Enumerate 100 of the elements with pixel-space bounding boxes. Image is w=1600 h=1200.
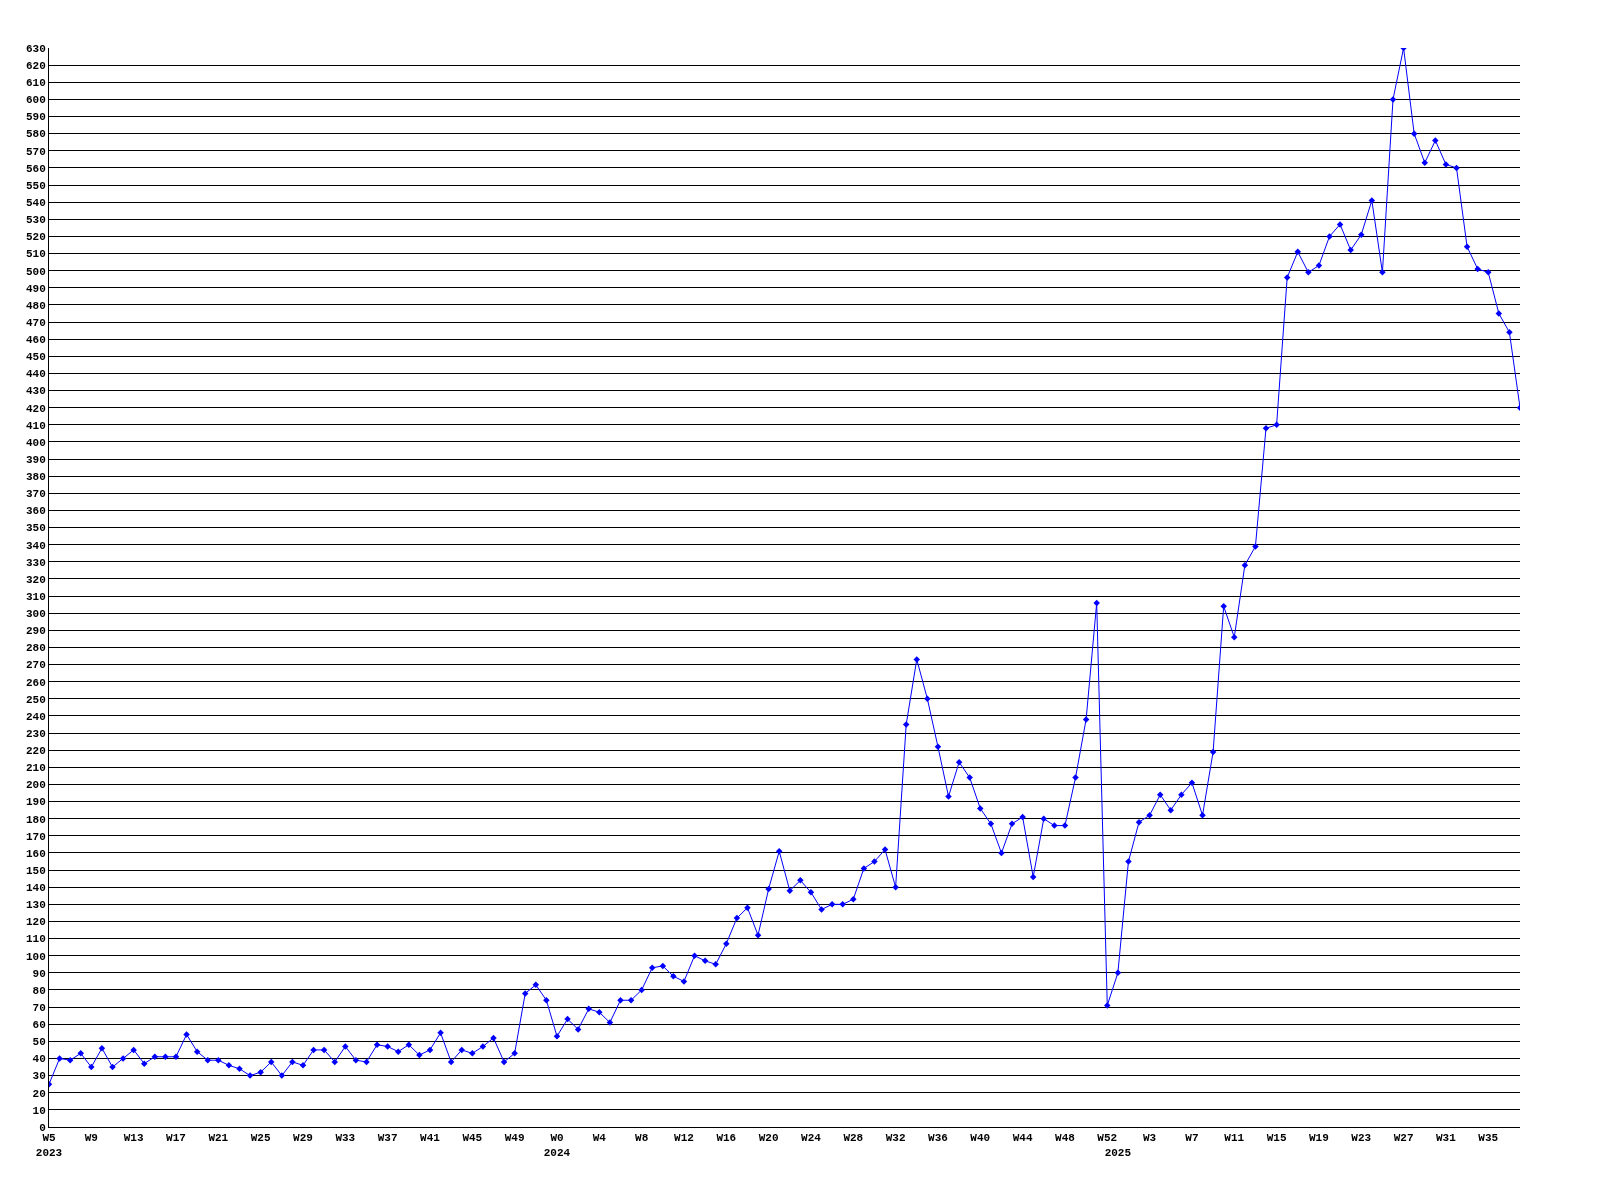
- y-tick-label: 300: [25, 608, 46, 621]
- x-tick-label: W3: [1143, 1132, 1157, 1145]
- y-tick-label: 170: [25, 830, 46, 843]
- y-tick-label: 350: [25, 522, 46, 535]
- x-tick-label: W36: [928, 1132, 948, 1145]
- y-tick-label: 540: [25, 196, 46, 209]
- y-tick-label: 180: [25, 813, 46, 826]
- x-tick-label: W32: [885, 1132, 906, 1145]
- y-tick-label: 90: [32, 967, 46, 980]
- y-tick-label: 480: [25, 299, 46, 312]
- y-tick-label: 110: [25, 933, 46, 946]
- x-tick-label: W23: [1351, 1132, 1372, 1145]
- y-tick-label: 280: [25, 642, 46, 655]
- x-tick-label: 2025: [1104, 1146, 1132, 1159]
- y-tick-label: 330: [25, 556, 46, 569]
- x-tick-label: W44: [1012, 1132, 1033, 1145]
- x-tick-label: W37: [377, 1132, 398, 1145]
- x-tick-label: W0 2024: [543, 1132, 571, 1159]
- y-tick-label: 500: [25, 265, 46, 278]
- y-tick-label: 340: [25, 539, 46, 552]
- y-tick-label: 210: [25, 762, 46, 775]
- x-tick-label: W49: [504, 1132, 525, 1145]
- x-tick-label: W31: [1436, 1132, 1457, 1145]
- x-tick-label: W24: [801, 1132, 822, 1145]
- x-tick-label: W21: [208, 1132, 229, 1145]
- y-tick-label: 390: [25, 453, 46, 466]
- x-tick-label: W28: [843, 1132, 864, 1145]
- y-tick-label: 120: [25, 916, 46, 929]
- y-tick-label: 130: [25, 899, 46, 912]
- y-tick-label: 270: [25, 659, 46, 672]
- x-tick-label: W7: [1185, 1132, 1199, 1145]
- x-tick-label: W35: [1478, 1132, 1499, 1145]
- y-tick-label: 140: [25, 882, 46, 895]
- y-tick-label: 370: [25, 488, 46, 501]
- y-tick-label: 550: [25, 179, 46, 192]
- y-tick-label: 70: [32, 1001, 46, 1014]
- y-tick-label: 0: [39, 1121, 46, 1134]
- x-tick-label: W19: [1309, 1132, 1329, 1145]
- x-tick-label: W52: [1097, 1132, 1118, 1145]
- y-tick-label: 10: [32, 1104, 46, 1117]
- y-tick-label: 450: [25, 351, 46, 364]
- x-tick-label: W41: [420, 1132, 441, 1145]
- y-tick-label: 520: [25, 231, 46, 244]
- y-tick-label: 360: [25, 505, 46, 518]
- y-tick-label: 320: [25, 573, 46, 586]
- y-tick-label: 260: [25, 676, 46, 689]
- y-tick-label: 200: [25, 779, 46, 792]
- x-tick-label: W48: [1055, 1132, 1076, 1145]
- y-tick-label: 440: [25, 368, 46, 381]
- x-tick-label: W20: [758, 1132, 779, 1145]
- x-tick-label: W12: [674, 1132, 694, 1145]
- y-tick-label: 100: [25, 950, 46, 963]
- x-tick-label: W25: [250, 1132, 271, 1145]
- y-tick-label: 600: [25, 94, 46, 107]
- x-tick-label: W13: [123, 1132, 144, 1145]
- y-tick-label: 560: [25, 162, 46, 175]
- y-tick-label: 230: [25, 727, 46, 740]
- y-tick-label: 410: [25, 419, 46, 432]
- y-tick-label: 80: [32, 984, 46, 997]
- y-tick-label: 310: [25, 590, 46, 603]
- x-tick-label: W8: [635, 1132, 649, 1145]
- x-tick-label: W16: [716, 1132, 737, 1145]
- y-tick-label: 150: [25, 864, 46, 877]
- y-tick-label: 430: [25, 385, 46, 398]
- y-tick-label: 470: [25, 316, 46, 329]
- x-tick-label: W15: [1266, 1132, 1287, 1145]
- y-tick-label: 630: [25, 42, 46, 55]
- x-tick-label: W27: [1393, 1132, 1414, 1145]
- y-tick-label: 190: [25, 796, 46, 809]
- y-tick-label: 610: [25, 77, 46, 90]
- x-tick-label: W40: [970, 1132, 991, 1145]
- x-tick-label: W33: [335, 1132, 356, 1145]
- y-tick-label: 620: [25, 59, 46, 72]
- y-tick-label: 20: [32, 1087, 46, 1100]
- y-tick-label: 60: [32, 1019, 46, 1032]
- x-tick-label: W11: [1224, 1132, 1245, 1145]
- x-tick-label: W5 2023: [35, 1132, 63, 1159]
- y-tick-label: 530: [25, 214, 46, 227]
- y-tick-label: 240: [25, 710, 46, 723]
- y-tick-label: 50: [32, 1036, 46, 1049]
- y-tick-label: 580: [25, 128, 46, 141]
- y-tick-label: 160: [25, 847, 46, 860]
- x-tick-label: W9: [84, 1132, 98, 1145]
- y-tick-label: 400: [25, 436, 46, 449]
- x-tick-label: W17: [166, 1132, 186, 1145]
- y-tick-label: 380: [25, 471, 46, 484]
- y-tick-label: 510: [25, 248, 46, 261]
- y-tick-label: 40: [32, 1053, 46, 1066]
- y-tick-label: 290: [25, 625, 46, 638]
- y-tick-label: 570: [25, 145, 46, 158]
- x-tick-label: W29: [293, 1132, 313, 1145]
- y-tick-label: 250: [25, 693, 46, 706]
- y-tick-label: 590: [25, 111, 46, 124]
- y-tick-label: 490: [25, 282, 46, 295]
- y-tick-label: 220: [25, 745, 46, 758]
- y-tick-label: 30: [32, 1070, 46, 1083]
- x-tick-label: W45: [462, 1132, 483, 1145]
- x-tick-label: W4: [592, 1132, 607, 1145]
- y-tick-label: 460: [25, 334, 46, 347]
- y-tick-label: 420: [25, 402, 46, 415]
